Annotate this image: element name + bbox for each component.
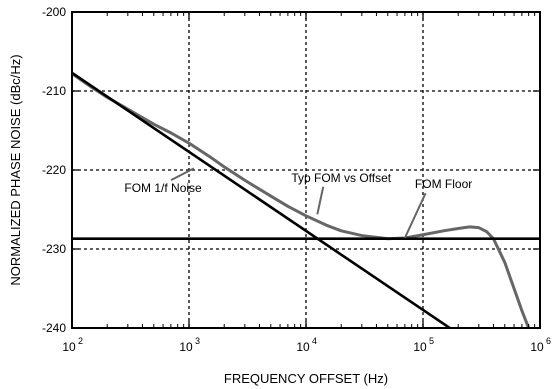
annotation-label: FOM 1/f Noise bbox=[124, 181, 202, 195]
x-tick-exponent: 3 bbox=[195, 336, 200, 346]
annotation-leader bbox=[403, 192, 427, 239]
annotation-label: Typ FOM vs Offset bbox=[291, 171, 391, 185]
annotation-leader bbox=[316, 186, 325, 215]
annotation-leader bbox=[170, 167, 195, 182]
x-tick-exponent: 6 bbox=[546, 336, 551, 346]
y-axis-title: NORMALIZED PHASE NOISE (dBc/Hz) bbox=[8, 54, 23, 285]
annotation-label: FOM Floor bbox=[415, 177, 472, 191]
series-lines bbox=[72, 71, 540, 328]
axis-ticks: 10 2 10 3 10 4 10 5 10 6-200-210-220-230-240 bbox=[42, 5, 551, 354]
y-tick-label: -210 bbox=[42, 84, 66, 98]
series-line-1 bbox=[72, 72, 531, 328]
x-tick-label: 10 bbox=[179, 340, 193, 354]
x-tick-exponent: 2 bbox=[78, 336, 83, 346]
x-axis-title: FREQUENCY OFFSET (Hz) bbox=[224, 371, 388, 386]
x-tick-label: 10 bbox=[296, 340, 310, 354]
y-tick-label: -200 bbox=[42, 5, 66, 19]
x-tick-label: 10 bbox=[62, 340, 76, 354]
y-tick-label: -230 bbox=[42, 242, 66, 256]
x-tick-label: 10 bbox=[530, 340, 544, 354]
x-tick-exponent: 5 bbox=[429, 336, 434, 346]
annotations: Typ FOM vs Offset FOM 1/f Noise FOM Floor bbox=[124, 167, 472, 239]
y-tick-label: -220 bbox=[42, 163, 66, 177]
x-tick-exponent: 4 bbox=[312, 336, 317, 346]
x-tick-label: 10 bbox=[413, 340, 427, 354]
series-line-2 bbox=[72, 71, 453, 328]
y-tick-label: -240 bbox=[42, 321, 66, 335]
